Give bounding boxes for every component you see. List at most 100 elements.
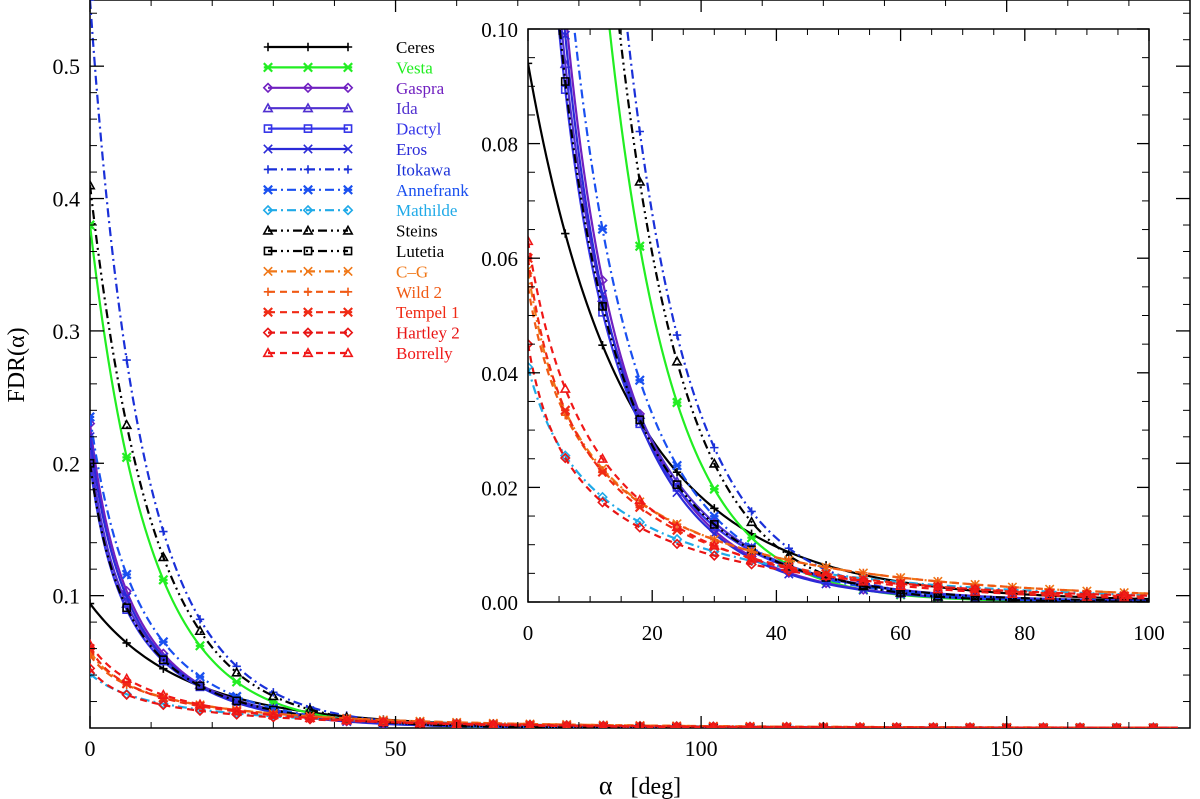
inset-point-13-18	[634, 502, 645, 513]
inset-point-14-60	[895, 578, 906, 590]
legend-marker-2	[343, 266, 353, 277]
main-point-7-6	[121, 569, 132, 580]
legend-label: Wild 2	[396, 283, 442, 302]
legend-label: Borrelly	[396, 344, 453, 363]
legend-marker-1	[303, 62, 313, 73]
inset-y-tick-label: 0.08	[481, 133, 518, 157]
inset-point-14-6	[559, 452, 571, 464]
main-point-15-30	[267, 709, 279, 720]
x-tick-label: 150	[990, 736, 1023, 761]
legend-marker-1	[303, 124, 313, 133]
main-point-1-18	[195, 640, 205, 651]
inset-point-15-66	[932, 583, 944, 594]
legend-entry-ceres: Ceres	[263, 38, 435, 57]
inset-point-0-30	[710, 504, 719, 513]
main-point-15-162	[1076, 722, 1084, 728]
main-point-15-132	[893, 721, 901, 728]
inset-line-15	[528, 240, 1149, 600]
legend-marker-1	[302, 102, 314, 113]
legend-marker-2	[342, 327, 354, 338]
legend-marker-0	[262, 327, 274, 338]
legend-entry-ida: Ida	[262, 99, 418, 118]
inset-point-14-48	[820, 570, 832, 582]
main-point-14-162	[1074, 722, 1086, 728]
main-point-15-150	[1003, 722, 1011, 728]
inset-series-group	[528, 29, 1149, 602]
inset-point-15-42	[783, 562, 795, 573]
main-point-14-6	[121, 689, 132, 701]
inset-point-14-24	[671, 538, 683, 550]
main-point-14-48	[378, 716, 389, 728]
legend-label: Itokawa	[396, 160, 451, 179]
legend-marker-0	[263, 124, 273, 133]
legend-marker-1	[303, 266, 313, 277]
inset-point-10-18	[635, 415, 645, 425]
legend-marker-1	[303, 144, 313, 154]
legend-marker-2	[342, 82, 354, 94]
legend-label: C–G	[396, 262, 428, 281]
inset-point-10-6	[560, 77, 570, 86]
inset-point-7-18	[634, 375, 645, 386]
main-point-15-144	[966, 721, 974, 728]
legend-marker-0	[263, 307, 273, 318]
x-tick-label: 100	[685, 736, 718, 761]
legend-entry-lutetia: Lutetia	[263, 242, 445, 261]
legend-marker-1	[303, 165, 313, 174]
legend-marker-2	[343, 144, 353, 154]
x-axis-symbol: α	[599, 771, 613, 799]
legend-marker-2	[343, 307, 353, 318]
legend-label: Hartley 2	[396, 324, 460, 343]
main-line-14	[90, 667, 1178, 728]
main-point-14-24	[231, 709, 242, 720]
main-point-1-24	[231, 676, 242, 687]
legend-entry-steins: Steins	[262, 222, 438, 241]
inset-point-8-18	[634, 516, 646, 528]
legend-marker-0	[263, 287, 273, 296]
y-axis-title: FDR(α)	[4, 327, 30, 402]
y-tick-label: 0.5	[53, 54, 81, 79]
main-point-14-72	[524, 719, 536, 728]
main-point-10-18	[195, 681, 205, 691]
legend-marker-1	[303, 287, 313, 296]
main-point-6-6	[122, 355, 131, 365]
inset-point-15-0	[528, 235, 534, 246]
main-point-9-24	[231, 666, 243, 677]
inset-point-6-18	[635, 127, 644, 136]
inset-point-14-84	[1044, 587, 1055, 598]
inset-point-15-18	[634, 494, 646, 505]
inset-y-tick-label: 0.06	[481, 247, 518, 271]
legend-entry-vesta: Vesta	[263, 58, 433, 77]
main-point-15-12	[157, 689, 169, 700]
legend-entry-itokawa: Itokawa	[263, 160, 451, 179]
main-point-0-12	[159, 664, 168, 673]
legend-marker-1	[302, 347, 314, 358]
main-point-9-6	[121, 419, 133, 430]
inset-x-tick-label: 100	[1133, 621, 1165, 645]
main-point-14-66	[488, 719, 499, 728]
x-tick-label: 0	[85, 736, 96, 761]
main-point-10-24	[232, 696, 242, 706]
inset-point-9-24	[671, 355, 683, 366]
legend-label: Eros	[396, 140, 427, 159]
inset-point-9-78	[1008, 594, 1017, 602]
legend-marker-2	[343, 124, 353, 133]
x-axis-unit: [deg]	[630, 774, 681, 799]
y-tick-label: 0.1	[53, 584, 81, 609]
main-point-14-12	[158, 699, 169, 711]
inset-y-tick-label: 0.10	[481, 18, 518, 42]
main-point-9-18	[194, 625, 206, 636]
legend-marker-0	[262, 102, 274, 113]
legend-label: Steins	[396, 222, 438, 241]
inset-point-10-30	[709, 520, 719, 529]
inset-point-9-72	[970, 592, 981, 602]
inset-point-15-30	[708, 539, 720, 550]
inset-point-0-24	[672, 467, 682, 477]
inset-point-14-36	[746, 559, 757, 570]
main-series-borrelly	[90, 638, 1178, 728]
inset-point-15-48	[820, 570, 832, 581]
inset-point-1-24	[672, 397, 683, 408]
legend-marker-0	[262, 82, 274, 94]
inset-point-15-72	[969, 585, 981, 596]
